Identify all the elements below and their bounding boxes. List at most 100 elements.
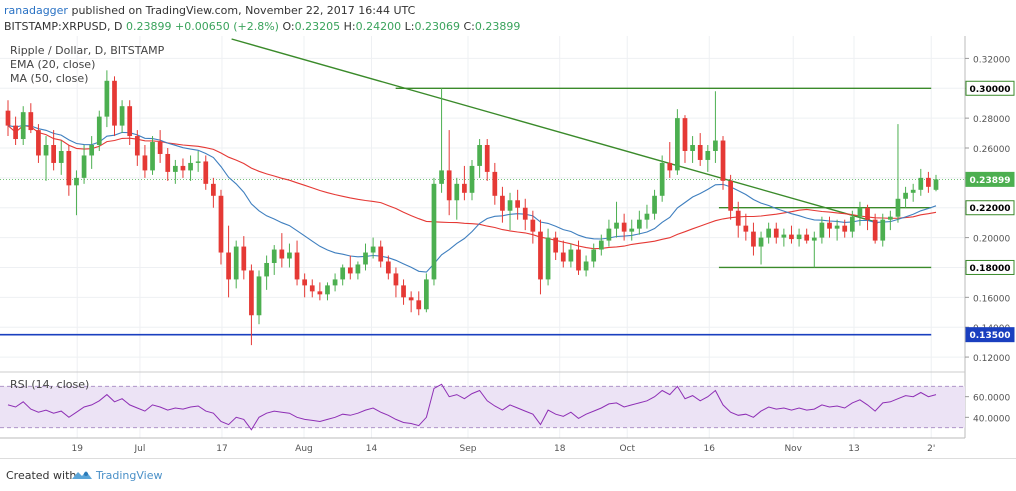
candle xyxy=(309,279,315,298)
candle-body xyxy=(416,300,422,310)
price-chart[interactable]: 0.320000.300000.280000.260000.240000.220… xyxy=(0,0,1016,458)
candle-body xyxy=(150,142,155,171)
candle-body xyxy=(439,170,444,184)
candle-body xyxy=(918,177,924,190)
candle xyxy=(408,291,414,313)
candle-body xyxy=(195,161,201,163)
rsi-line xyxy=(7,383,937,431)
tradingview-logo-icon[interactable] xyxy=(72,469,92,484)
candle xyxy=(758,231,764,265)
candle-body xyxy=(522,207,528,220)
candle xyxy=(119,100,125,134)
candle-body xyxy=(842,225,848,232)
candle-body xyxy=(781,234,787,238)
candle-body xyxy=(249,270,254,316)
candle-body xyxy=(857,207,863,217)
candle-body xyxy=(735,210,741,226)
candle-body xyxy=(325,285,330,295)
time-tick-label: Aug xyxy=(295,444,313,454)
candle xyxy=(926,171,931,193)
candle-body xyxy=(492,171,498,196)
grid-lines xyxy=(0,36,965,438)
candle-body xyxy=(393,273,399,286)
close-value: 0.23899 xyxy=(474,20,521,33)
candle xyxy=(507,192,513,231)
rsi-axis: 60.0000 40.0000 xyxy=(965,394,1010,424)
candle xyxy=(538,219,543,295)
rsi-tick-label: 40.0000 xyxy=(973,414,1010,424)
candle xyxy=(325,282,330,301)
price-tag: 0.18000 xyxy=(965,259,1015,275)
candle-body xyxy=(598,240,604,250)
candle-body xyxy=(58,150,64,163)
candle-body xyxy=(477,145,482,166)
candle-body xyxy=(226,252,231,280)
candle xyxy=(888,210,893,231)
candle xyxy=(629,219,635,241)
candle xyxy=(895,124,901,223)
candle-body xyxy=(728,180,733,211)
price-tag: 0.30000 xyxy=(965,80,1015,96)
candle xyxy=(796,228,802,247)
candle-body xyxy=(188,162,193,171)
candle-body xyxy=(431,183,437,280)
candle-body xyxy=(74,177,79,186)
candle xyxy=(43,136,49,181)
candle xyxy=(165,148,171,181)
candle-body xyxy=(675,118,680,171)
candle-body xyxy=(880,219,886,241)
candle xyxy=(591,243,597,268)
time-tick-label: Nov xyxy=(784,444,802,454)
candle xyxy=(211,177,216,208)
chart-header: ranadagger published on TradingView.com,… xyxy=(0,0,1016,36)
candle xyxy=(226,225,231,298)
candle xyxy=(773,222,779,244)
candle xyxy=(150,136,155,175)
candle xyxy=(431,177,437,286)
candle xyxy=(58,140,64,175)
chart-legend: Ripple / Dollar, D, BITSTAMP EMA (20, cl… xyxy=(10,44,164,86)
candle xyxy=(241,236,247,280)
candle xyxy=(500,186,505,223)
candle xyxy=(157,130,163,163)
candle xyxy=(811,231,817,268)
symbol-label: BITSTAMP:XRPUSD, D xyxy=(4,20,123,33)
time-tick-label: 2' xyxy=(927,444,935,454)
candle xyxy=(302,273,308,298)
candle xyxy=(127,100,133,146)
candle xyxy=(583,255,589,277)
low-value: 0.23069 xyxy=(414,20,460,33)
price-tag-box xyxy=(965,171,1015,187)
candle xyxy=(51,130,56,171)
price-tick-label: 0.12000 xyxy=(973,354,1010,364)
time-tick-label: 17 xyxy=(216,444,227,454)
candle xyxy=(385,255,391,280)
rsi-band xyxy=(0,386,965,428)
ma50-line xyxy=(7,125,937,250)
candle-body xyxy=(211,183,216,196)
created-with-text: Created with xyxy=(6,469,77,482)
candle xyxy=(233,240,239,289)
author-link[interactable]: ranadagger xyxy=(4,4,68,17)
candle xyxy=(781,228,787,247)
candle-body xyxy=(20,112,26,140)
candle-body xyxy=(142,155,148,171)
candle xyxy=(735,201,741,238)
candle-body xyxy=(378,246,384,262)
candle-body xyxy=(591,249,597,262)
candle xyxy=(112,76,117,137)
candle xyxy=(13,116,18,146)
candle-body xyxy=(789,234,794,240)
candle-body xyxy=(758,237,764,247)
candle xyxy=(659,155,665,202)
footer: Created with TradingView xyxy=(0,458,1016,491)
time-axis: 19 Jul 17 Aug 14 Sep 18 Oct 16 Nov 13 2' xyxy=(71,444,935,454)
candle xyxy=(28,103,34,134)
candle xyxy=(751,222,756,256)
price-tag-label: 0.23899 xyxy=(970,176,1011,186)
candles xyxy=(5,70,939,346)
tradingview-link[interactable]: TradingView xyxy=(96,469,163,482)
price-tag-box xyxy=(965,200,1015,216)
time-tick-label: Oct xyxy=(619,444,635,454)
candle-body xyxy=(705,150,711,160)
